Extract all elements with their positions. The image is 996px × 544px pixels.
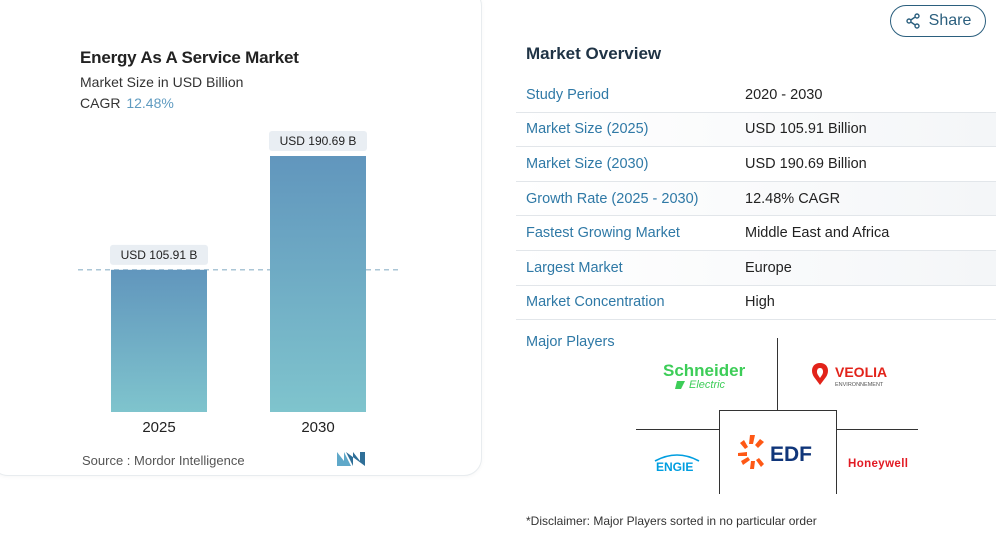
players-divider <box>836 410 837 494</box>
overview-row-size-2025: Market Size (2025) USD 105.91 Billion <box>516 112 996 148</box>
overview-row-concentration: Market Concentration High <box>516 286 996 321</box>
svg-text:Electric: Electric <box>689 379 726 391</box>
overview-value: USD 190.69 Billion <box>745 155 867 172</box>
players-divider <box>777 338 778 410</box>
disclaimer: *Disclaimer: Major Players sorted in no … <box>526 514 817 528</box>
mordor-logo-icon <box>337 452 365 466</box>
overview-key: Fastest Growing Market <box>526 225 680 242</box>
svg-text:Honeywell: Honeywell <box>848 458 908 470</box>
svg-text:Schneider: Schneider <box>663 361 746 380</box>
data-label-bg <box>269 131 367 151</box>
overview-key: Market Concentration <box>526 294 665 311</box>
overview-table: Study Period 2020 - 2030 Market Size (20… <box>516 78 996 321</box>
x-tick-label: 2025 <box>142 419 175 436</box>
players-divider <box>836 429 918 430</box>
data-label: USD 190.69 B <box>280 134 357 148</box>
overview-value: USD 105.91 Billion <box>745 121 867 138</box>
overview-row-size-2030: Market Size (2030) USD 190.69 Billion <box>516 147 996 182</box>
players-divider <box>719 410 720 494</box>
overview-value: 12.48% CAGR <box>745 190 841 207</box>
overview-row-study-period: Study Period 2020 - 2030 <box>516 78 996 113</box>
overview-row-largest-market: Largest Market Europe <box>516 250 996 286</box>
svg-text:VEOLIA: VEOLIA <box>835 364 887 380</box>
cagr-value: 12.48% <box>126 95 174 111</box>
overview-key: Largest Market <box>526 259 623 276</box>
schneider-electric-logo: Schneider Electric <box>652 358 758 392</box>
overview-value: High <box>745 294 775 311</box>
data-label: USD 105.91 B <box>121 248 198 262</box>
major-players-label: Major Players <box>526 334 615 350</box>
share-icon <box>905 13 920 29</box>
overview-value: Middle East and Africa <box>745 225 890 242</box>
chart-title: Energy As A Service Market <box>80 48 299 67</box>
bar-chart: USD 105.91 B 2025 USD 190.69 B 2030 <box>78 131 400 436</box>
x-tick-label: 2030 <box>301 419 334 436</box>
bar-2030 <box>270 156 366 412</box>
chart-source: Source : Mordor Intelligence <box>82 453 245 468</box>
players-divider <box>636 429 719 430</box>
overview-row-fastest-growing: Fastest Growing Market Middle East and A… <box>516 216 996 251</box>
engie-logo: ENGIE <box>648 448 706 478</box>
share-button[interactable]: Share <box>890 5 986 37</box>
edf-logo: EDF <box>735 430 825 474</box>
veolia-logo: VEOLIA ENVIRONNEMENT <box>804 358 908 392</box>
overview-key: Market Size (2025) <box>526 121 649 138</box>
overview-value: Europe <box>745 259 792 276</box>
overview-key: Study Period <box>526 86 610 103</box>
overview-title: Market Overview <box>526 44 662 63</box>
overview-row-growth-rate: Growth Rate (2025 - 2030) 12.48% CAGR <box>516 181 996 217</box>
chart-subtitle: Market Size in USD Billion <box>80 74 244 90</box>
svg-text:EDF: EDF <box>770 443 812 466</box>
overview-key: Growth Rate (2025 - 2030) <box>526 190 699 207</box>
overview-key: Market Size (2030) <box>526 155 649 172</box>
svg-text:ENVIRONNEMENT: ENVIRONNEMENT <box>835 382 884 388</box>
cagr-line: CAGR 12.48% <box>80 95 174 111</box>
players-divider <box>719 410 837 411</box>
honeywell-logo: Honeywell <box>845 450 911 474</box>
chart-card <box>0 0 482 476</box>
bar-2025 <box>111 269 207 412</box>
data-label-bg <box>110 244 208 265</box>
cagr-label: CAGR <box>80 95 121 111</box>
share-label: Share <box>928 12 972 29</box>
svg-text:ENGIE: ENGIE <box>656 460 693 474</box>
overview-value: 2020 - 2030 <box>745 86 823 103</box>
